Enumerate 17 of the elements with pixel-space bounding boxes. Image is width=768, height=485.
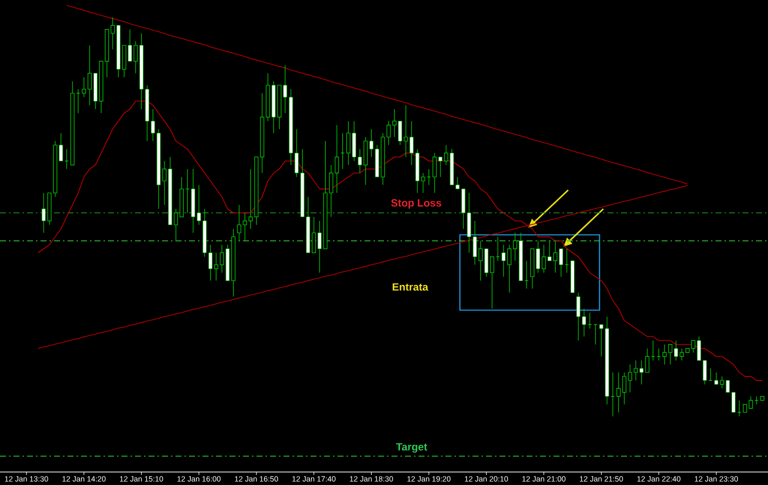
annotation: Entrata [392,283,428,291]
candlestick [610,372,615,417]
candlestick [432,152,437,194]
candlestick [656,348,661,361]
text: Target [396,443,428,453]
candlestick [588,312,592,329]
candlestick [64,148,69,170]
candlestick [426,168,431,186]
candlestick [42,192,46,234]
candlestick [185,168,190,214]
annotation: Stop Loss [391,199,442,209]
candlestick [237,204,242,242]
candlestick [334,124,339,194]
candlestick [754,396,759,405]
candlestick [340,132,345,170]
candlestick [708,368,713,381]
candlestick [650,340,656,361]
